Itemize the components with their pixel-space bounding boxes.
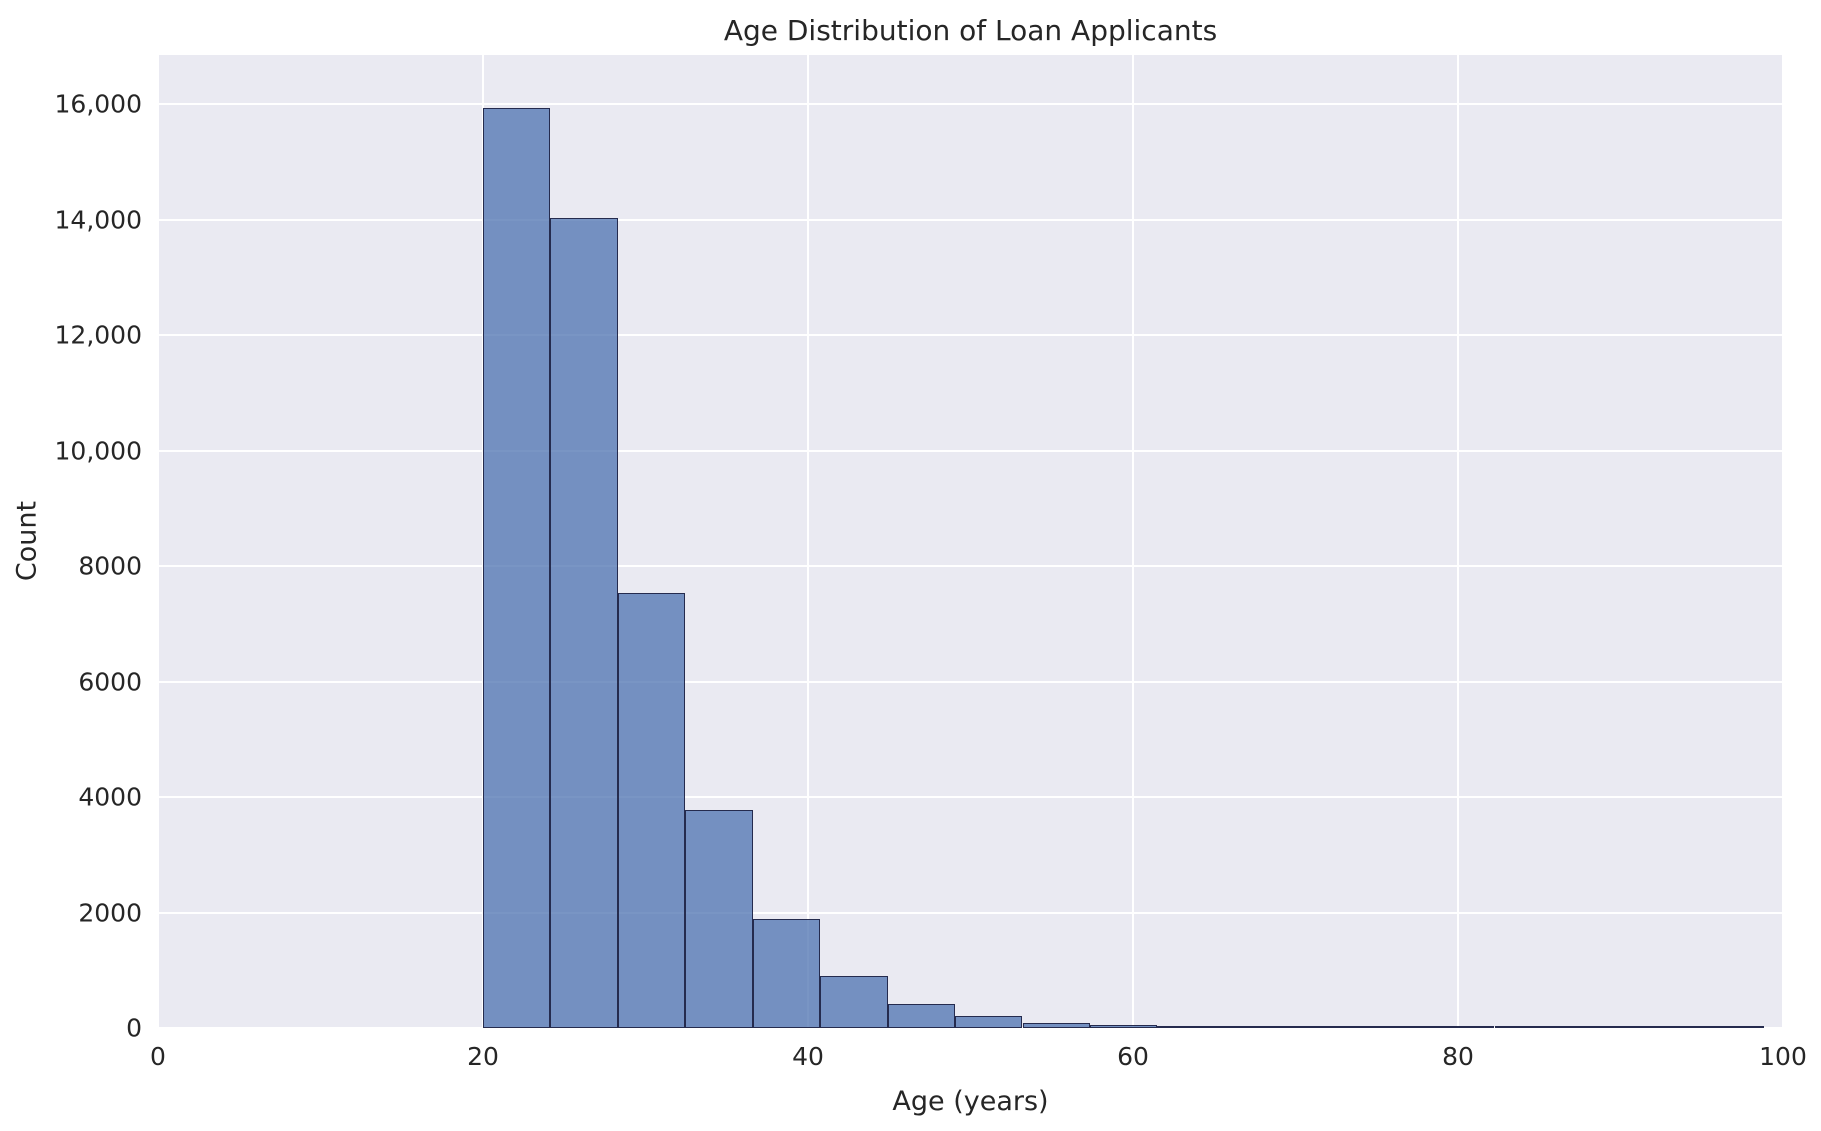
y-tick-label: 0	[126, 1013, 142, 1043]
histogram-bar	[1157, 1026, 1225, 1028]
x-tick-label: 80	[1442, 1042, 1474, 1071]
histogram-bar	[550, 218, 618, 1028]
x-tick-label: 20	[467, 1042, 499, 1071]
y-tick-label: 2000	[78, 898, 142, 927]
x-gridline	[1457, 55, 1459, 1028]
histogram-bar	[1089, 1024, 1158, 1028]
y-gridline	[158, 565, 1783, 568]
x-tick-label: 60	[1117, 1042, 1149, 1071]
histogram-bar	[685, 809, 753, 1028]
histogram-bar	[1022, 1023, 1090, 1028]
histogram-bar	[1696, 1026, 1765, 1028]
y-gridline	[158, 796, 1783, 799]
histogram-bar	[1359, 1026, 1428, 1028]
x-axis-label: Age (years)	[892, 1086, 1049, 1117]
histogram-bar	[617, 592, 686, 1028]
plot-area	[158, 55, 1783, 1028]
chart-title: Age Distribution of Loan Applicants	[723, 14, 1218, 47]
y-gridline	[158, 218, 1783, 221]
histogram-bar	[1494, 1026, 1562, 1028]
histogram-bar	[820, 976, 888, 1028]
x-tick-label: 0	[150, 1042, 166, 1071]
y-tick-label: 16,000	[54, 89, 142, 119]
x-gridline	[1132, 55, 1134, 1028]
histogram-bar	[955, 1015, 1023, 1028]
x-gridline	[807, 55, 809, 1028]
y-gridline	[158, 334, 1783, 337]
x-gridline	[158, 55, 159, 1028]
y-gridline	[158, 680, 1783, 683]
histogram-bar	[483, 107, 551, 1028]
x-gridline	[1782, 55, 1783, 1028]
histogram-bar	[1562, 1026, 1630, 1028]
y-gridline	[158, 103, 1783, 106]
histogram-bar	[1427, 1026, 1495, 1028]
histogram-bar	[752, 919, 821, 1028]
x-tick-label: 100	[1759, 1042, 1807, 1071]
y-tick-label: 6000	[78, 667, 142, 697]
y-tick-label: 12,000	[54, 320, 142, 350]
y-tick-label: 4000	[78, 782, 142, 812]
histogram-bar	[1224, 1026, 1293, 1028]
histogram-bar	[1292, 1026, 1360, 1028]
y-gridline	[158, 449, 1783, 452]
histogram-bar	[1629, 1026, 1697, 1028]
histogram-bar	[887, 1003, 955, 1028]
y-gridline	[158, 911, 1783, 914]
y-tick-label: 8000	[78, 551, 142, 581]
x-tick-label: 40	[792, 1042, 824, 1071]
y-tick-label: 14,000	[54, 205, 142, 235]
y-tick-label: 10,000	[54, 436, 142, 466]
